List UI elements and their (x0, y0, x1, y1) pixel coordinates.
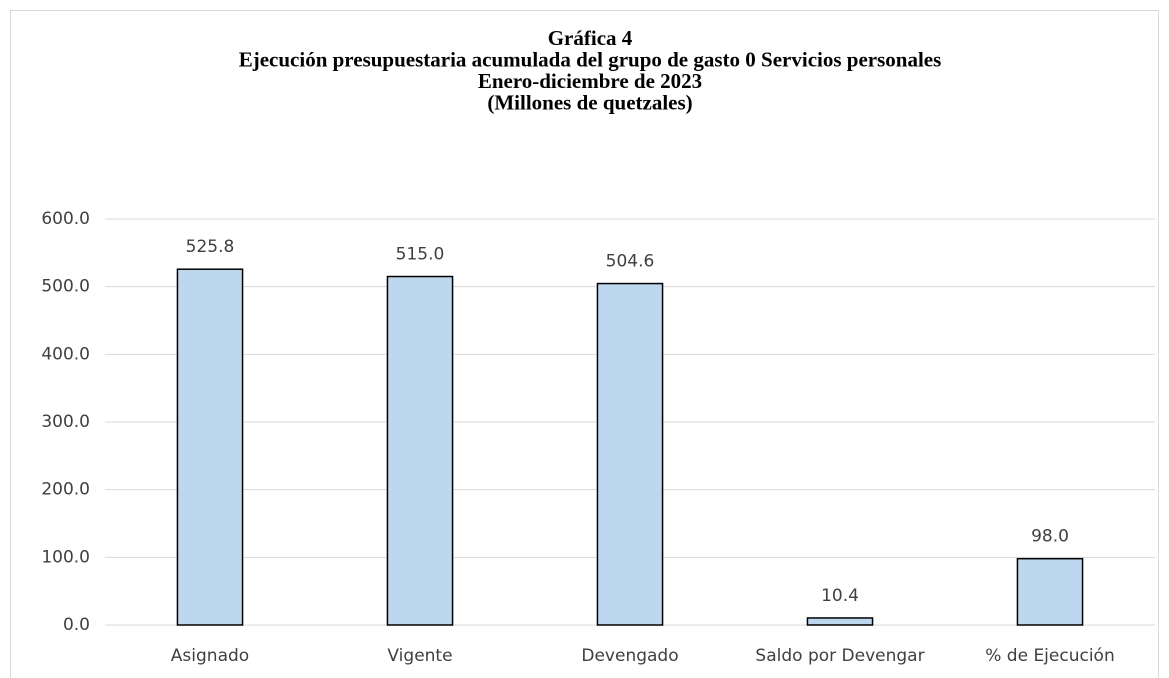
x-tick-label: Devengado (581, 646, 678, 666)
bar (386, 275, 454, 626)
y-tick-label: 600.0 (41, 209, 90, 229)
y-tick-label: 100.0 (41, 547, 90, 567)
data-label: 98.0 (1031, 527, 1069, 547)
chart-title: Ejecución presupuestaria acumulada del g… (239, 47, 942, 71)
bar (176, 268, 244, 626)
chart-frame (10, 10, 1159, 678)
bar (806, 617, 874, 626)
bar (1016, 557, 1084, 626)
y-tick-label: 200.0 (41, 480, 90, 500)
data-label: 515.0 (396, 245, 445, 265)
x-tick-label: Saldo por Devengar (755, 646, 924, 666)
bar (596, 282, 664, 626)
y-tick-label: 0.0 (63, 615, 90, 635)
data-label: 504.6 (606, 252, 655, 272)
y-tick-label: 300.0 (41, 412, 90, 432)
data-label: 525.8 (186, 237, 235, 257)
y-tick-label: 500.0 (41, 277, 90, 297)
x-tick-label: % de Ejecución (985, 646, 1115, 666)
x-tick-label: Vigente (387, 646, 452, 666)
chart-title: Enero-diciembre de 2023 (478, 69, 702, 93)
y-tick-label: 400.0 (41, 344, 90, 364)
chart-title: (Millones de quetzales) (487, 90, 692, 114)
x-tick-label: Asignado (171, 646, 249, 666)
chart-title: Gráfica 4 (548, 26, 633, 50)
data-label: 10.4 (821, 586, 859, 606)
